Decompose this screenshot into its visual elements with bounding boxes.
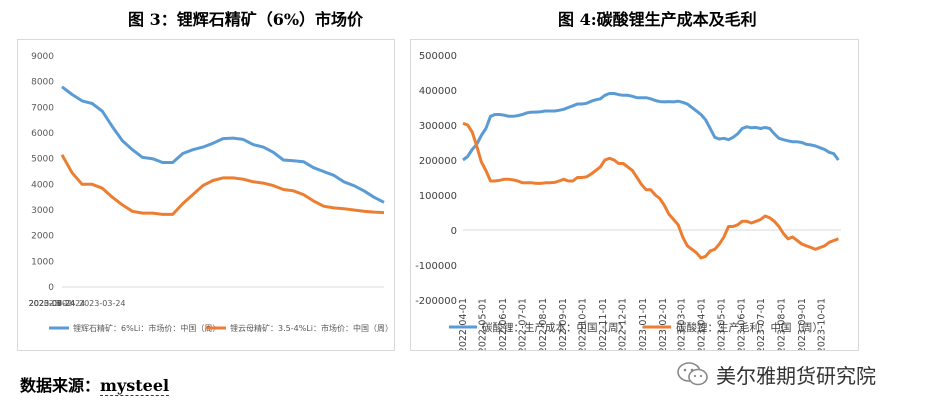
legend-label: 锂辉石精矿：6%Li：市场价：中国（周） [73,323,220,333]
x-tick-label: 2023-03-24 [79,299,126,308]
y-tick-label: 500000 [419,51,457,62]
wechat-icon [677,362,708,386]
y-tick-label: 0 [48,283,54,293]
y-tick-label: 100000 [419,191,457,202]
x-tick-label: 2023-09-24 [29,299,76,308]
data-source: 数据来源：mysteel [20,372,170,396]
y-tick-label: 4000 [31,180,54,190]
y-tick-label: 5000 [31,155,54,165]
data-source-label: 数据来源： [20,376,101,395]
series-line-production-cost [462,92,840,162]
x-tick-label: 2023-05-01 [716,298,727,350]
chart-lithium-carbonate: -200000 -100000 0 100000 200000 300000 400000 5… [415,51,841,353]
y-tick-label: 6000 [31,129,54,139]
series-line-lepidolite [60,154,385,216]
y-tick-label: 8000 [31,78,54,88]
x-tick-label: 2023-10-01 [816,298,827,350]
x-tick-label: 2023-08-01 [776,298,787,350]
x-tick-label: 2023-07-01 [756,298,767,350]
legend-label: 碳酸锂：生产成本：中国（周） [482,321,629,334]
chart-spodumene-panel: 0 1000 2000 3000 4000 5000 6000 7000 8000 9000 20… [17,39,395,351]
y-tick-label: 9000 [31,52,54,62]
x-tick-label: 2022-07-01 [518,298,529,350]
x-tick-label: 2023-08-24 [29,299,76,308]
y-tick-label: -200000 [415,296,457,307]
x-tick-label: 2022-09-01 [558,298,569,350]
y-tick-label: 300000 [419,121,457,132]
x-tick-label: 2023-07-24 [29,299,76,308]
x-tick-label: 2023-09-01 [797,298,808,350]
chart-lithium-carbonate-panel: -200000 -100000 0 100000 200000 300000 400000 5… [410,39,859,353]
y-tick-label: 200000 [419,156,457,167]
x-tick-label: 2023-05-24 [29,299,76,308]
y-tick-label: 400000 [419,86,457,97]
x-tick-label: 2022-04-01 [458,298,469,350]
y-tick-label: 0 [451,226,457,237]
x-tick-label: 2022-05-01 [478,298,489,350]
watermark: 美尔雅期货研究院 [676,360,876,388]
x-tick-label: 2023-06-24 [29,299,76,308]
x-tick-label: 2022-06-01 [498,298,509,350]
y-tick-label: 1000 [31,257,54,267]
x-tick-label: 2022-10-01 [578,298,589,350]
watermark-text: 美尔雅期货研究院 [716,363,876,388]
series-line-spodumene [61,85,385,204]
x-tick-label: 2023-02-24 [39,299,86,308]
y-tick-label: -100000 [415,261,457,272]
x-tick-label: 2022-12-01 [618,298,629,350]
x-tick-label: 2023-04-24 [29,299,76,308]
legend-label: 锂云母精矿：3.5-4%Li：市场价：中国（周） [230,323,393,333]
data-source-name: mysteel [100,376,170,396]
x-tick-label: 2023-02-01 [658,298,669,350]
x-tick-label: 2023-04-01 [697,298,708,350]
y-tick-label: 2000 [31,232,54,242]
x-tick-label: 2023-01-01 [638,298,649,350]
y-tick-label: 3000 [31,206,54,216]
x-tick-label: 2023-06-01 [737,298,748,350]
legend-label: 碳酸锂：生产毛利：中国（周） [676,321,823,334]
chart-spodumene: 0 1000 2000 3000 4000 5000 6000 7000 8000 9000 20… [29,52,393,333]
figure-4-title: 图 4:碳酸锂生产成本及毛利 [558,10,757,29]
x-tick-label: 2022-08-01 [538,298,549,350]
x-tick-label: 2022-11-01 [598,298,609,350]
y-tick-label: 7000 [31,103,54,113]
series-line-gross-margin [462,121,839,260]
x-tick-label: 2023-03-01 [676,298,687,350]
figure-3-title: 图 3：锂辉石精矿（6%）市场价 [128,10,364,29]
